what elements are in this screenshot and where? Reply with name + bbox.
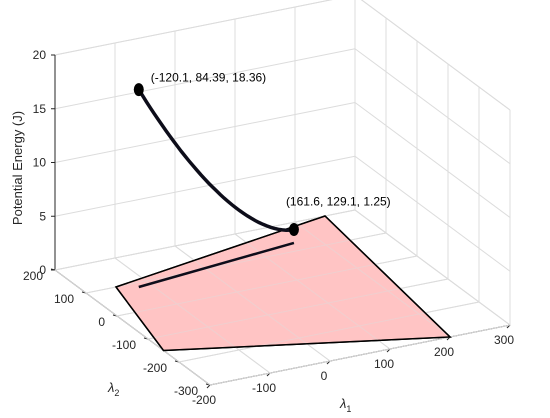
start-point-annotation: (-120.1, 84.39, 18.36) — [151, 71, 266, 85]
x-tick-label: -200 — [192, 393, 216, 407]
plane-grid-y — [54, 209, 356, 271]
grid-sidewall-z — [354, 102, 511, 218]
grid-backwall-z — [54, 155, 356, 217]
plane-grid-y — [209, 324, 511, 386]
energy-path-curve — [137, 88, 295, 232]
grid-backwall-z — [54, 0, 333, 56]
projected-path — [138, 241, 295, 289]
y-tick-label: 100 — [54, 292, 74, 306]
z-tick-label: 15 — [33, 102, 47, 116]
z-tick-label: 0 — [39, 263, 46, 277]
y-tick-label: -100 — [112, 338, 136, 352]
z-axis-label: Potential Energy (J) — [10, 111, 25, 225]
end-point-annotation: (161.6, 129.1, 1.25) — [286, 194, 391, 208]
plot-layer — [54, 83, 511, 386]
y-tick-label: -300 — [174, 384, 198, 398]
end-point-marker — [288, 222, 299, 236]
y-tick-label: -200 — [143, 361, 167, 375]
box-top-side-edge — [360, 0, 511, 111]
x-tick-label: 100 — [374, 357, 394, 371]
grid-backwall-z — [54, 102, 356, 163]
x-axis-label: λ1 — [339, 396, 351, 414]
energy-plane-overlay — [114, 215, 452, 352]
plane-grid-x — [354, 209, 511, 326]
z-tick-label: 10 — [33, 156, 47, 170]
grid-sidewall-z — [354, 48, 511, 165]
grid-sidewall-z — [354, 155, 511, 272]
x-tick-label: 0 — [321, 369, 328, 383]
x-tick-label: -100 — [252, 381, 276, 395]
plane-grid-x — [54, 269, 211, 386]
text-layer: -200-1000100200300-300-200-1000100200051… — [23, 48, 514, 407]
x-tick — [206, 384, 211, 389]
y-tick-label: 200 — [23, 269, 43, 283]
x-tick-label: 200 — [434, 345, 454, 359]
grid-backwall-z — [54, 48, 356, 110]
x-tick-label: 300 — [494, 333, 514, 347]
start-point-marker — [133, 83, 144, 97]
y-tick-label: 0 — [98, 315, 105, 329]
z-tick-label: 20 — [33, 48, 47, 62]
grid-sidewall-z — [360, 0, 511, 111]
box-top-back-edge — [54, 0, 333, 56]
y-axis-label: λ2 — [107, 380, 119, 398]
z-tick-label: 5 — [39, 209, 46, 223]
